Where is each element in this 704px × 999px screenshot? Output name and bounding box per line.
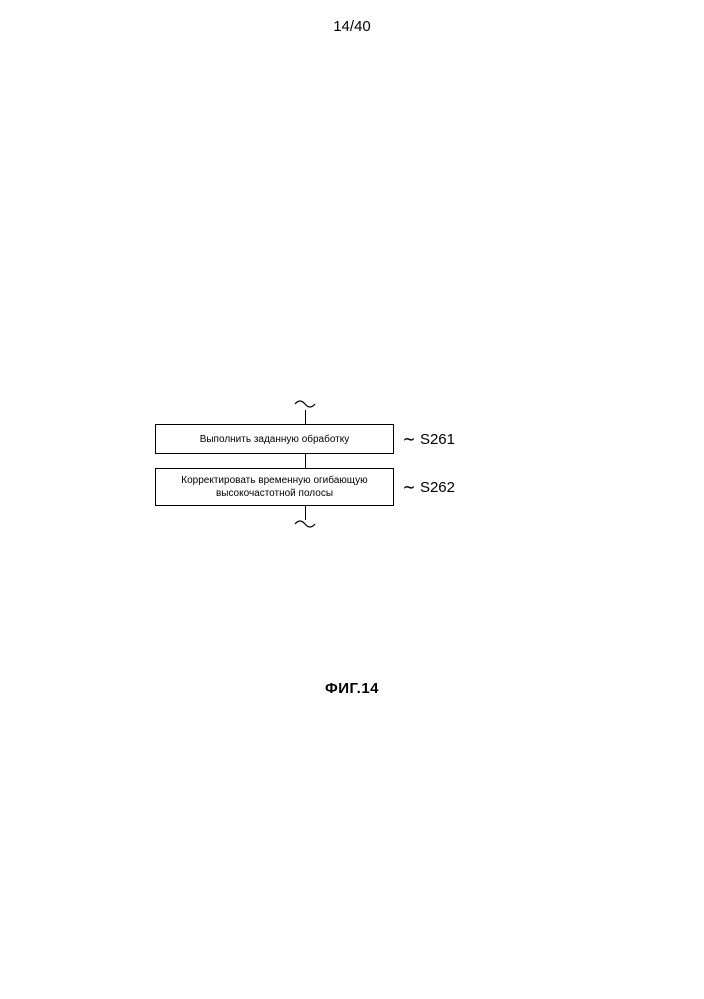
connector-line (305, 410, 306, 424)
page: 14/40 Выполнить заданную обработку ⁓ S26… (0, 0, 704, 999)
flowchart: Выполнить заданную обработку ⁓ S261 Корр… (0, 400, 704, 530)
connector-line (305, 506, 306, 520)
step-label: S262 (420, 479, 455, 496)
step-label-wrap: ⁓ S262 (400, 478, 455, 496)
bracket-icon: ⁓ (404, 478, 415, 496)
step-label: S261 (420, 431, 455, 448)
flow-break-bottom (294, 520, 316, 530)
step-row-s261: Выполнить заданную обработку ⁓ S261 (155, 424, 455, 454)
flow-column: Выполнить заданную обработку ⁓ S261 Корр… (155, 400, 455, 530)
figure-caption: ФИГ.14 (0, 680, 704, 697)
step-box-s261: Выполнить заданную обработку (155, 424, 394, 454)
bracket-icon: ⁓ (404, 430, 415, 448)
page-number: 14/40 (0, 18, 704, 35)
step-label-wrap: ⁓ S261 (400, 430, 455, 448)
connector-line (305, 454, 306, 468)
step-box-s262: Корректировать временную огибающую высок… (155, 468, 394, 506)
step-row-s262: Корректировать временную огибающую высок… (155, 468, 455, 506)
flow-break-top (294, 400, 316, 410)
step-text: Выполнить заданную обработку (200, 433, 350, 446)
step-text: Корректировать временную огибающую высок… (162, 474, 387, 500)
